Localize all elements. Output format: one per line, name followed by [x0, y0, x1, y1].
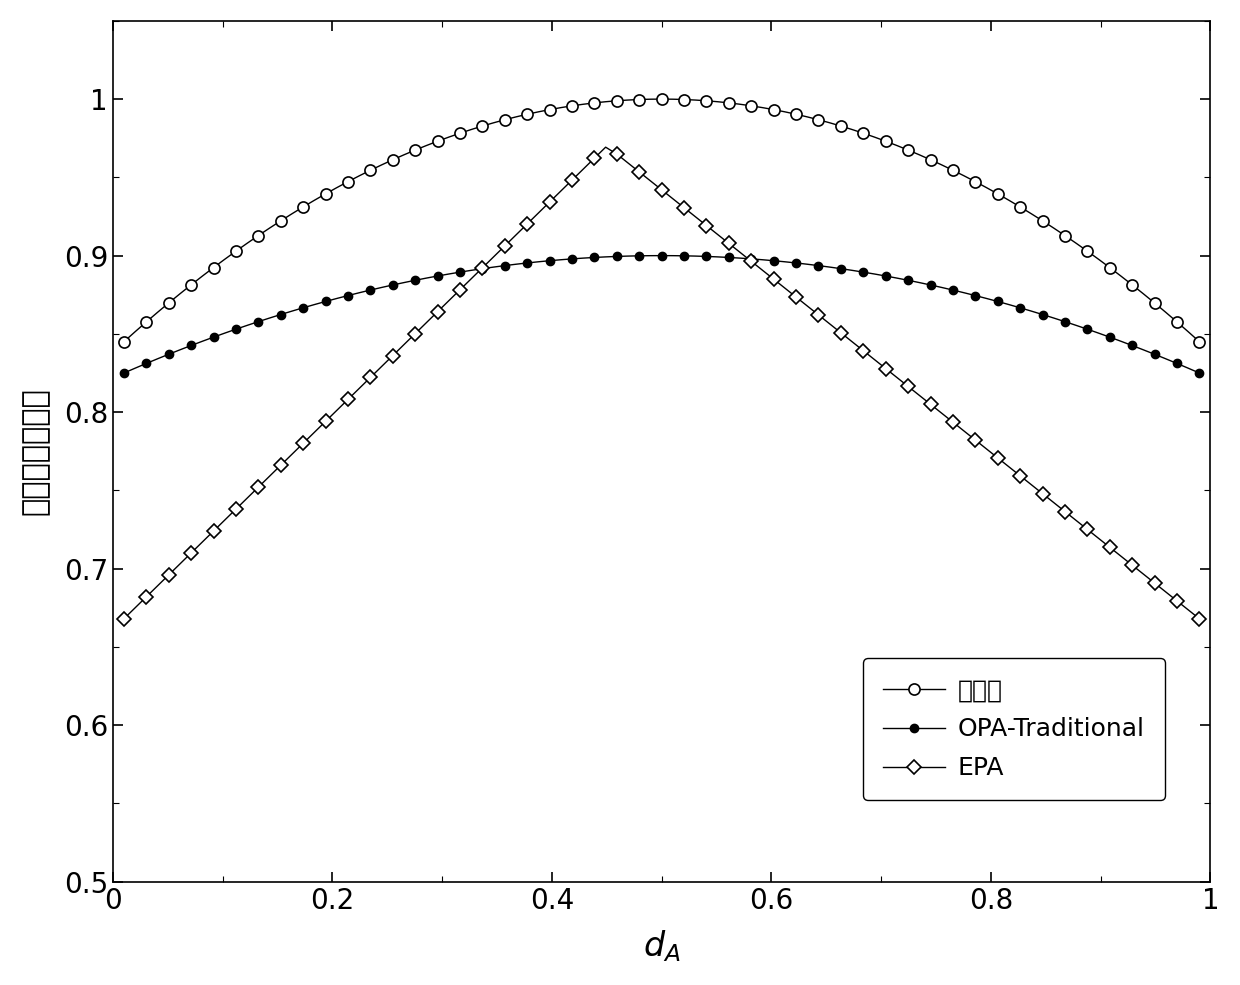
- EPA: [957, 426, 972, 437]
- OPA-Traditional: [666, 250, 681, 262]
- Line: 本方案: 本方案: [118, 94, 1205, 348]
- 本方案: [744, 99, 759, 111]
- EPA: [744, 255, 759, 267]
- OPA-Traditional: [195, 335, 210, 347]
- 本方案: [655, 94, 670, 105]
- OPA-Traditional: [744, 253, 759, 265]
- 本方案: [1192, 336, 1207, 348]
- 本方案: [397, 149, 412, 161]
- 本方案: [666, 94, 681, 105]
- 本方案: [195, 270, 210, 282]
- OPA-Traditional: [150, 353, 165, 364]
- 本方案: [150, 306, 165, 318]
- EPA: [397, 339, 412, 351]
- EPA: [666, 193, 681, 205]
- EPA: [117, 613, 131, 624]
- Line: OPA-Traditional: OPA-Traditional: [120, 251, 1204, 377]
- Line: EPA: EPA: [119, 142, 1204, 624]
- EPA: [598, 141, 613, 153]
- OPA-Traditional: [397, 277, 412, 289]
- OPA-Traditional: [655, 250, 670, 262]
- EPA: [195, 536, 210, 548]
- EPA: [1192, 613, 1207, 624]
- OPA-Traditional: [1192, 367, 1207, 379]
- OPA-Traditional: [957, 287, 972, 298]
- Legend: 本方案, OPA-Traditional, EPA: 本方案, OPA-Traditional, EPA: [863, 658, 1164, 801]
- 本方案: [957, 170, 972, 182]
- 本方案: [117, 336, 131, 348]
- OPA-Traditional: [117, 367, 131, 379]
- EPA: [150, 580, 165, 592]
- X-axis label: $d_A$: $d_A$: [642, 929, 681, 964]
- Y-axis label: 归一化最佳能效: 归一化最佳能效: [21, 387, 50, 515]
